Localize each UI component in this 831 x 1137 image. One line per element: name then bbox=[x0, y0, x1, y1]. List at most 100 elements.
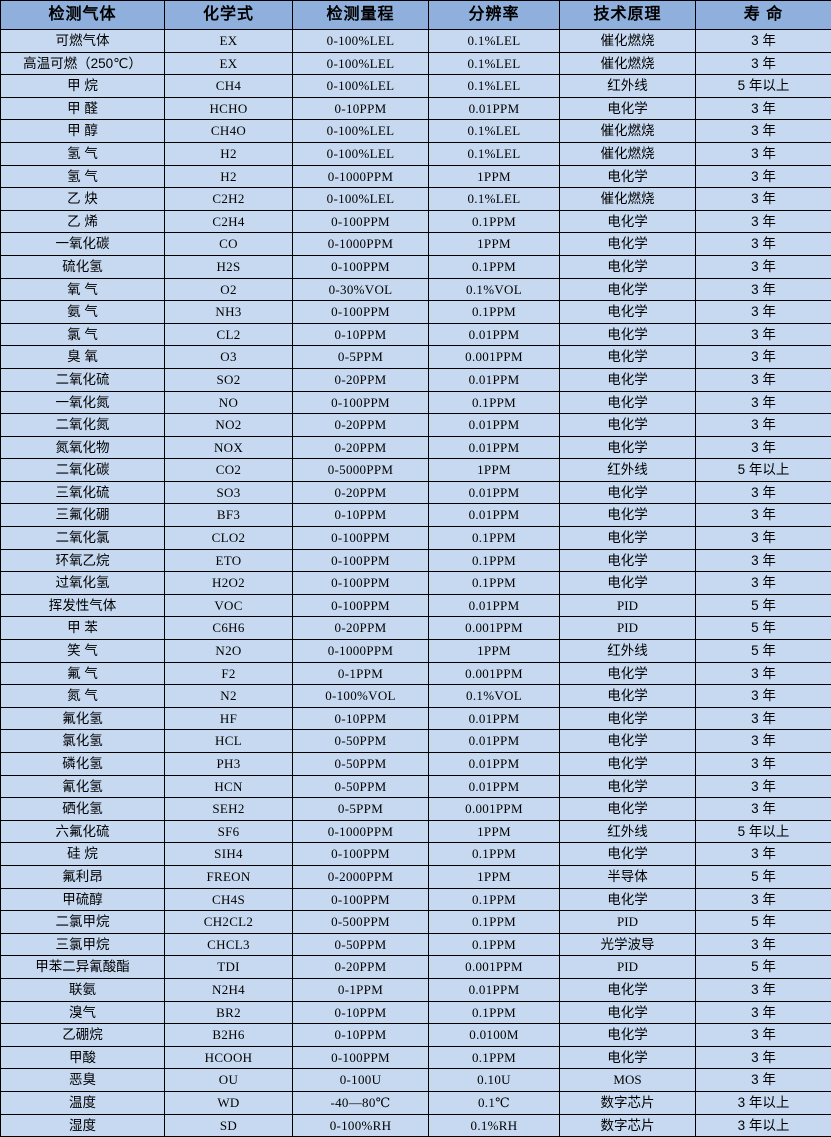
cell-formula: PH3 bbox=[165, 753, 293, 776]
cell-formula: CO2 bbox=[165, 459, 293, 482]
cell-life: 3 年 bbox=[696, 1046, 831, 1069]
cell-res: 0.1%LEL bbox=[429, 120, 560, 143]
cell-life: 5 年以上 bbox=[696, 820, 831, 843]
cell-life: 3 年 bbox=[696, 775, 831, 798]
cell-range: 0-1000PPM bbox=[293, 165, 429, 188]
cell-tech: 电化学 bbox=[560, 843, 696, 866]
cell-res: 1PPM bbox=[429, 459, 560, 482]
cell-life: 3 年 bbox=[696, 504, 831, 527]
cell-name: 臭 氧 bbox=[1, 346, 165, 369]
cell-name: 湿度 bbox=[1, 1114, 165, 1137]
cell-res: 0.1PPM bbox=[429, 549, 560, 572]
cell-range: 0-100PPM bbox=[293, 255, 429, 278]
cell-res: 0.1%LEL bbox=[429, 188, 560, 211]
cell-res: 0.001PPM bbox=[429, 798, 560, 821]
cell-formula: CH4O bbox=[165, 120, 293, 143]
cell-res: 0.1PPM bbox=[429, 210, 560, 233]
cell-formula: C2H4 bbox=[165, 210, 293, 233]
cell-range: 0-100%LEL bbox=[293, 52, 429, 75]
cell-name: 甲 苯 bbox=[1, 617, 165, 640]
cell-life: 5 年 bbox=[696, 956, 831, 979]
cell-range: 0-5PPM bbox=[293, 346, 429, 369]
cell-res: 0.10U bbox=[429, 1069, 560, 1092]
cell-res: 0.1PPM bbox=[429, 888, 560, 911]
cell-name: 恶臭 bbox=[1, 1069, 165, 1092]
cell-range: 0-100%LEL bbox=[293, 142, 429, 165]
cell-range: 0-100PPM bbox=[293, 843, 429, 866]
cell-formula: N2H4 bbox=[165, 978, 293, 1001]
cell-name: 三氟化硼 bbox=[1, 504, 165, 527]
cell-res: 1PPM bbox=[429, 820, 560, 843]
cell-name: 六氟化硫 bbox=[1, 820, 165, 843]
cell-range: 0-5000PPM bbox=[293, 459, 429, 482]
cell-range: 0-100PPM bbox=[293, 391, 429, 414]
cell-name: 一氧化碳 bbox=[1, 233, 165, 256]
cell-life: 3 年以上 bbox=[696, 1114, 831, 1137]
cell-res: 0.001PPM bbox=[429, 346, 560, 369]
cell-formula: CH4 bbox=[165, 75, 293, 98]
cell-tech: 电化学 bbox=[560, 414, 696, 437]
cell-res: 1PPM bbox=[429, 640, 560, 663]
cell-formula: BF3 bbox=[165, 504, 293, 527]
cell-formula: N2 bbox=[165, 685, 293, 708]
cell-life: 3 年 bbox=[696, 843, 831, 866]
cell-tech: 电化学 bbox=[560, 685, 696, 708]
cell-life: 3 年 bbox=[696, 391, 831, 414]
cell-name: 氢 气 bbox=[1, 165, 165, 188]
cell-tech: 光学波导 bbox=[560, 933, 696, 956]
cell-name: 硫化氢 bbox=[1, 255, 165, 278]
cell-tech: 数字芯片 bbox=[560, 1091, 696, 1114]
cell-range: 0-100PPM bbox=[293, 572, 429, 595]
cell-range: 0-100PPM bbox=[293, 301, 429, 324]
cell-life: 3 年 bbox=[696, 210, 831, 233]
cell-name: 高温可燃（250℃） bbox=[1, 52, 165, 75]
cell-life: 3 年 bbox=[696, 368, 831, 391]
cell-formula: O3 bbox=[165, 346, 293, 369]
cell-formula: HCN bbox=[165, 775, 293, 798]
cell-formula: CH2CL2 bbox=[165, 911, 293, 934]
cell-formula: HF bbox=[165, 707, 293, 730]
cell-tech: 电化学 bbox=[560, 662, 696, 685]
cell-life: 3 年 bbox=[696, 188, 831, 211]
cell-tech: PID bbox=[560, 911, 696, 934]
cell-life: 3 年以上 bbox=[696, 1091, 831, 1114]
cell-res: 0.01PPM bbox=[429, 436, 560, 459]
cell-range: 0-10PPM bbox=[293, 707, 429, 730]
cell-life: 3 年 bbox=[696, 30, 831, 53]
cell-range: 0-2000PPM bbox=[293, 865, 429, 888]
cell-tech: MOS bbox=[560, 1069, 696, 1092]
cell-life: 3 年 bbox=[696, 323, 831, 346]
cell-range: 0-50PPM bbox=[293, 933, 429, 956]
cell-name: 温度 bbox=[1, 1091, 165, 1114]
cell-name: 氟化氢 bbox=[1, 707, 165, 730]
cell-res: 0.1PPM bbox=[429, 911, 560, 934]
cell-tech: 电化学 bbox=[560, 978, 696, 1001]
cell-formula: CH4S bbox=[165, 888, 293, 911]
cell-name: 二氧化碳 bbox=[1, 459, 165, 482]
cell-name: 甲 醛 bbox=[1, 97, 165, 120]
cell-life: 5 年 bbox=[696, 594, 831, 617]
cell-range: 0-1000PPM bbox=[293, 640, 429, 663]
cell-life: 3 年 bbox=[696, 933, 831, 956]
cell-formula: SO3 bbox=[165, 481, 293, 504]
cell-res: 0.1%LEL bbox=[429, 52, 560, 75]
cell-formula: EX bbox=[165, 30, 293, 53]
cell-life: 3 年 bbox=[696, 1024, 831, 1047]
cell-tech: 电化学 bbox=[560, 97, 696, 120]
